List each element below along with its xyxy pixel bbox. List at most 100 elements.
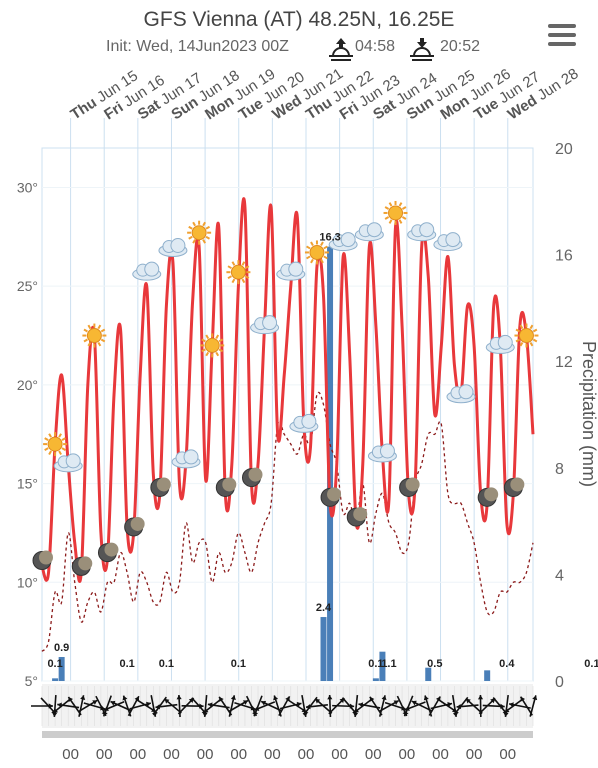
wind-arrow-head: [53, 708, 59, 713]
moon-icon: [399, 477, 420, 497]
wind-arrow-head: [454, 709, 459, 715]
wind-arrow-head: [176, 695, 182, 700]
precip-label: 0.5: [427, 658, 442, 670]
wind-arrow-head: [327, 695, 333, 700]
y-tick-right: 8: [555, 461, 564, 478]
wind-arrow-head: [354, 707, 359, 713]
wind-arrow-head: [273, 695, 279, 701]
y-tick-left: 30°: [17, 179, 38, 195]
sun-icon: [43, 432, 68, 457]
sunrise-icon: [329, 38, 353, 61]
wind-arrow-head: [303, 709, 309, 715]
wind-arrow-head: [230, 695, 236, 701]
precip-bar: [327, 246, 334, 682]
precip-bar: [379, 651, 386, 681]
wind-arrow-head: [352, 712, 359, 717]
precip-bar: [58, 657, 65, 681]
dewpoint-line: [41, 391, 534, 652]
hamburger-menu-icon[interactable]: [548, 24, 576, 46]
wind-arrow-head: [92, 700, 98, 705]
day-date: Jun 28: [535, 65, 582, 104]
y-axis-left: 5° 10° 15° 20° 25° 30°: [17, 179, 38, 689]
moon-icon: [215, 477, 237, 497]
moon-icon: [150, 477, 171, 497]
wind-arrow-head: [261, 700, 267, 706]
precip-label: 1.1: [381, 658, 396, 670]
precip-label: 0.1: [159, 658, 174, 670]
temperature-line: [40, 197, 535, 583]
y-tick-right: 16: [555, 248, 573, 265]
y-tick-left: 20°: [17, 377, 38, 393]
wind-arrow-head: [404, 706, 410, 711]
precip-bar: [320, 617, 327, 681]
sun-icon: [187, 220, 212, 245]
cloud-icon: [407, 222, 437, 242]
hour-label: 00: [264, 746, 281, 763]
sun-icon: [514, 323, 539, 348]
hour-label: 00: [230, 746, 247, 763]
hour-label: 00: [298, 746, 315, 763]
precip-bar: [484, 670, 491, 681]
wind-arrow-head: [358, 702, 364, 708]
moon-icon: [97, 542, 119, 563]
y-tick-right: 20: [555, 141, 573, 158]
wind-arrow-head: [253, 711, 259, 717]
precip-label: 0.9: [54, 642, 69, 654]
wind-arrow-head: [52, 712, 58, 717]
wind-strip: [31, 684, 538, 738]
moon-icon: [124, 516, 145, 537]
y-tick-left: 10°: [17, 574, 38, 590]
precip-bar: [372, 678, 379, 681]
wind-arrow-head: [532, 695, 538, 701]
moon-icon: [71, 556, 93, 576]
precip-label: 16.3: [319, 232, 340, 244]
y-tick-left: 15°: [17, 476, 38, 492]
wind-arrow-head: [153, 709, 158, 715]
wind-arrow-head: [381, 695, 387, 701]
precip-bar: [425, 667, 432, 681]
precip-label: 0.1: [47, 658, 62, 670]
plot-frame: [41, 147, 534, 682]
hour-label: 00: [96, 746, 113, 763]
wind-arrow-head: [68, 696, 73, 702]
hour-label: 00: [365, 746, 382, 763]
wind-arrow-head: [219, 696, 224, 702]
y-tick-left: 5°: [25, 673, 38, 689]
moon-icon: [477, 487, 499, 507]
sun-icon: [200, 333, 225, 358]
wind-arrow-head: [315, 698, 321, 704]
sun-icon: [304, 240, 329, 265]
wind-arrow-head: [207, 702, 213, 708]
hour-labels: 00 00 00 00 00 00 00 00 00 00 00 00 00 00: [62, 746, 516, 763]
sun-icon: [226, 260, 251, 285]
wind-arrow-head: [423, 695, 429, 701]
hour-label: 00: [499, 746, 516, 763]
wind-arrow-head: [403, 711, 409, 717]
cloud-icon: [433, 232, 463, 252]
sunset-time: 20:52: [440, 38, 481, 55]
wind-arrow-head: [102, 711, 108, 717]
y-tick-right: 4: [555, 567, 564, 584]
wind-arrow-head: [103, 706, 109, 711]
precip-label: 0.1: [231, 658, 246, 670]
precip-label: 0.1: [119, 658, 134, 670]
y-axis-right-label: Precipitation (mm): [579, 341, 598, 487]
wind-arrow-head: [456, 704, 462, 710]
cloud-icon: [158, 237, 188, 257]
wind-arrow-head: [411, 700, 417, 706]
wind-arrow-head: [155, 704, 161, 710]
sun-icon: [383, 200, 408, 225]
wind-arrow-head: [122, 695, 128, 701]
y-tick-right: 12: [555, 354, 573, 371]
y-tick-left: 25°: [17, 278, 38, 294]
cloud-icon: [250, 315, 280, 335]
weather-icons: [32, 200, 539, 576]
wind-arrow-head: [477, 695, 484, 700]
dewpoint-series: [41, 391, 534, 652]
chart-title: GFS Vienna (AT) 48.25N, 16.25E: [143, 8, 455, 31]
precip-label: 0.4: [499, 658, 515, 670]
wind-arrow-head: [520, 696, 526, 702]
cloud-icon: [289, 413, 319, 433]
wind-arrow-head: [203, 708, 209, 713]
